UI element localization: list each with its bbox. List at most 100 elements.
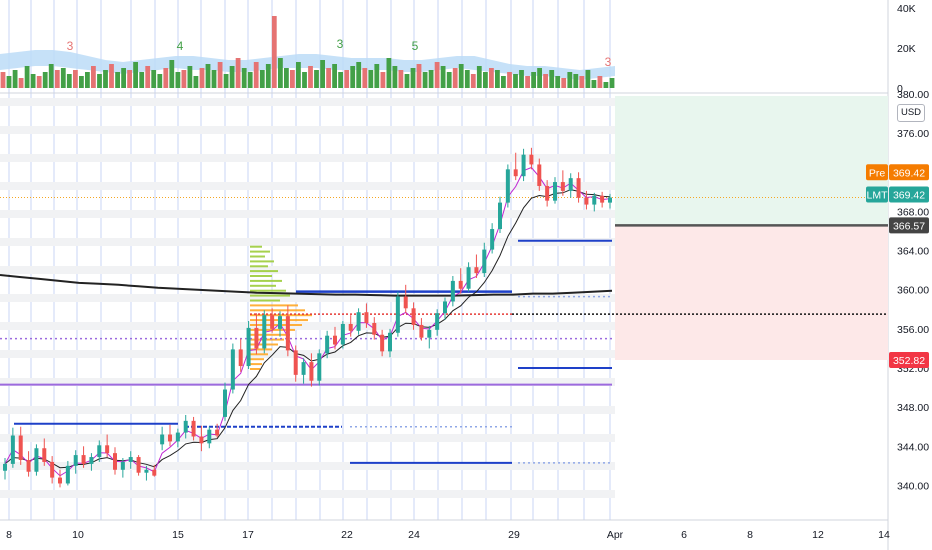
time-axis-tick: Apr — [607, 529, 624, 541]
volume-bar — [597, 76, 603, 88]
volume-bar — [278, 58, 283, 88]
volume-bar — [507, 72, 512, 88]
currency-label[interactable]: USD — [897, 104, 925, 122]
volume-bar — [513, 74, 518, 88]
volume-bar — [374, 64, 380, 88]
loss-zone — [615, 225, 888, 360]
volume-annotation: 5 — [412, 39, 419, 53]
volume-bar — [24, 66, 30, 88]
volume-profile-row — [250, 284, 276, 287]
volume-bar — [211, 70, 217, 88]
volume-bar — [247, 72, 253, 88]
candle-body — [380, 334, 385, 352]
candle-body — [435, 313, 440, 330]
volume-annotation: 4 — [177, 39, 184, 53]
candle-body — [372, 322, 377, 335]
time-axis-tick: 17 — [242, 529, 254, 541]
volume-bar — [398, 70, 404, 88]
volume-bar — [60, 68, 66, 88]
volume-bar — [603, 82, 609, 88]
volume-bar — [392, 66, 398, 88]
volume-profile-row — [250, 304, 298, 307]
volume-bar — [145, 66, 151, 88]
pre-label-tag-bg — [866, 164, 888, 181]
candle-body — [340, 323, 345, 345]
volume-profile-row — [250, 348, 272, 351]
candle-body — [81, 455, 86, 464]
volume-profile-row — [250, 353, 268, 356]
horizontal-levels — [0, 197, 888, 464]
volume-axis-tick: 40K — [897, 3, 916, 15]
candle-body — [128, 457, 133, 462]
volume-bar — [6, 76, 12, 88]
volume-bar — [163, 68, 169, 88]
volume-bar — [434, 62, 440, 88]
time-axis[interactable]: 8 10 15 17 22 24 29 Apr 6 8 12 14 — [6, 529, 890, 541]
volume-bar — [127, 70, 132, 88]
candle-body — [325, 335, 330, 354]
candle-body — [419, 324, 424, 338]
candle-body — [18, 435, 23, 460]
volume-profile-row — [250, 358, 264, 361]
volume-profile-row — [250, 275, 272, 277]
candle-body — [73, 455, 78, 466]
price-axis-tick: 376.00 — [897, 128, 929, 140]
candle-body — [513, 169, 518, 177]
volume-bar — [458, 64, 464, 88]
volume-bar — [308, 66, 313, 88]
volume-bar — [187, 66, 193, 88]
grid-band — [0, 238, 615, 246]
candlesticks — [3, 147, 612, 488]
volume-bar — [416, 64, 422, 88]
candle-body — [474, 267, 479, 274]
candle-body — [443, 301, 447, 314]
candle-body — [191, 420, 196, 437]
time-axis-tick: 6 — [681, 529, 687, 541]
volume-bar — [525, 76, 530, 88]
volume-profile-row — [250, 265, 268, 268]
candle-body — [89, 457, 94, 464]
grid-band — [0, 294, 615, 302]
price-axis[interactable]: 40K20K0380.00376.00372.00368.00364.00360… — [897, 3, 929, 492]
entry-price-tag-bg — [889, 217, 929, 234]
volume-annotation: 3 — [67, 39, 74, 53]
pre-label-tag-text: Pre — [869, 167, 886, 179]
lmt-price-tag-bg — [889, 186, 929, 203]
volume-bar — [314, 70, 319, 88]
candle-body — [309, 362, 314, 381]
grid-band — [0, 126, 615, 134]
candle-body — [403, 296, 408, 309]
candle-body — [26, 459, 31, 472]
candle-body — [230, 349, 235, 390]
pre-price-tag-text: 369.42 — [893, 167, 925, 179]
volume-profile-row — [250, 363, 262, 366]
volume-bar — [48, 64, 54, 88]
volume-profile-row — [250, 314, 312, 317]
candle-body — [207, 429, 212, 444]
volume-bar — [199, 68, 205, 88]
time-axis-tick: 10 — [72, 529, 84, 541]
volume-bars — [0, 16, 615, 88]
grid-band — [0, 182, 615, 190]
volume-profile-row — [250, 255, 265, 258]
volume-bar — [350, 66, 356, 88]
candle-body — [301, 362, 306, 375]
volume-profile-row — [250, 279, 282, 282]
candle-body — [364, 312, 369, 323]
volume-annotation: 3 — [605, 55, 612, 69]
volume-bar — [368, 70, 374, 88]
volume-bar — [91, 66, 96, 88]
candle-body — [183, 420, 188, 433]
candle-body — [97, 445, 102, 458]
volume-bar — [470, 74, 476, 88]
volume-profile-row — [250, 270, 278, 273]
volume-bar — [573, 74, 579, 88]
volume-bar — [253, 62, 259, 88]
volume-bar — [151, 70, 157, 88]
grid-band — [0, 378, 615, 386]
volume-bar — [284, 68, 289, 88]
volume-bar — [18, 78, 24, 88]
volume-bar — [271, 16, 277, 88]
volume-bar — [579, 76, 585, 88]
